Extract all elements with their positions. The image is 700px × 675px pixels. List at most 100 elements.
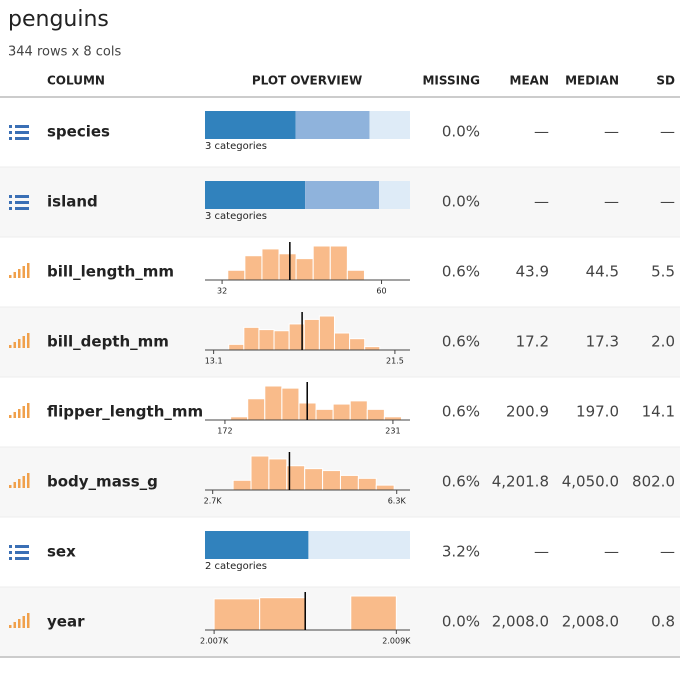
tick-label: 172 xyxy=(217,427,232,436)
column-name: sex xyxy=(47,543,76,561)
median-value: — xyxy=(604,123,619,141)
numeric-icon-bar xyxy=(9,485,12,488)
histogram-bar xyxy=(258,329,275,351)
numeric-icon-bar xyxy=(27,263,30,278)
numeric-icon-bar xyxy=(9,415,12,418)
sd-value: — xyxy=(660,543,675,561)
list-icon-dot xyxy=(9,201,12,204)
list-icon-dot xyxy=(9,137,12,140)
missing-value: 3.2% xyxy=(442,543,480,561)
tick-label: 32 xyxy=(217,287,227,296)
column-header: MEAN xyxy=(510,74,549,88)
histogram-bar xyxy=(213,598,261,631)
histogram-bar xyxy=(329,245,348,281)
sd-value: 2.0 xyxy=(651,333,675,351)
column-name: year xyxy=(47,613,85,631)
histogram-bar xyxy=(295,258,314,281)
tick-label: 21.5 xyxy=(386,357,404,366)
mean-value: — xyxy=(534,193,549,211)
list-icon-dot xyxy=(9,131,12,134)
category-bar xyxy=(379,181,410,209)
sd-value: 5.5 xyxy=(651,263,675,281)
median-value: — xyxy=(604,193,619,211)
column-name: bill_depth_mm xyxy=(47,333,169,351)
histogram-bar xyxy=(315,408,334,421)
histogram-bar xyxy=(304,468,324,491)
list-icon-line xyxy=(15,137,29,140)
list-icon-line xyxy=(15,545,29,548)
tick-label: 2.007K xyxy=(200,637,229,646)
histogram-bar xyxy=(243,326,260,351)
mean-value: 200.9 xyxy=(506,403,549,421)
histogram-bar xyxy=(322,470,341,491)
column-header: MEDIAN xyxy=(565,74,619,88)
histogram-bar xyxy=(364,346,381,351)
histogram-bar xyxy=(278,253,297,281)
missing-value: 0.6% xyxy=(442,263,480,281)
list-icon-dot xyxy=(9,557,12,560)
histogram-bar xyxy=(357,477,377,491)
histogram-bar xyxy=(350,595,397,631)
median-value: 4,050.0 xyxy=(562,473,619,491)
missing-value: 0.0% xyxy=(442,613,480,631)
numeric-icon-bar xyxy=(27,403,30,418)
median-value: 17.3 xyxy=(586,333,619,351)
numeric-icon-bar xyxy=(18,479,21,488)
histogram-bar xyxy=(332,403,351,421)
histogram-bar xyxy=(232,479,252,491)
sd-value: 0.8 xyxy=(651,613,675,631)
mean-value: 43.9 xyxy=(516,263,549,281)
sd-value: 802.0 xyxy=(632,473,675,491)
histogram-bar xyxy=(349,338,366,351)
numeric-icon-bar xyxy=(18,339,21,348)
tick-label: 2.009K xyxy=(382,637,411,646)
category-bar xyxy=(205,181,306,209)
median-value: 2,008.0 xyxy=(562,613,619,631)
mean-value: — xyxy=(534,123,549,141)
numeric-icon-bar xyxy=(22,406,25,418)
mean-value: 4,201.8 xyxy=(492,473,549,491)
histogram-bar xyxy=(346,269,365,281)
histogram-bar xyxy=(281,387,300,421)
category-count: 3 categories xyxy=(205,211,267,222)
title: penguins xyxy=(8,7,109,32)
missing-value: 0.6% xyxy=(442,473,480,491)
histogram-bar xyxy=(333,332,351,351)
column-name: bill_length_mm xyxy=(47,263,174,281)
histogram-bar xyxy=(259,597,306,631)
list-icon-line xyxy=(15,551,29,554)
sd-value: 14.1 xyxy=(642,403,675,421)
numeric-icon-bar xyxy=(18,409,21,418)
list-icon-dot xyxy=(9,195,12,198)
list-icon-line xyxy=(15,207,29,210)
category-count: 2 categories xyxy=(205,561,267,572)
column-header: COLUMN xyxy=(47,74,105,88)
histogram-bar xyxy=(318,315,335,351)
numeric-icon-bar xyxy=(13,412,16,418)
column-name: species xyxy=(47,123,110,141)
tick-label: 2.7K xyxy=(204,497,223,506)
numeric-icon-bar xyxy=(13,622,16,628)
missing-value: 0.0% xyxy=(442,193,480,211)
list-icon-line xyxy=(15,125,29,128)
list-icon-line xyxy=(15,201,29,204)
numeric-icon-bar xyxy=(22,476,25,488)
tick-label: 231 xyxy=(385,427,400,436)
category-bar xyxy=(205,111,296,139)
column-name: flipper_length_mm xyxy=(47,403,203,421)
column-header: PLOT OVERVIEW xyxy=(252,74,362,88)
numeric-icon-bar xyxy=(22,266,25,278)
numeric-icon-bar xyxy=(22,336,25,348)
category-bar xyxy=(308,531,410,559)
numeric-icon-bar xyxy=(9,345,12,348)
numeric-icon-bar xyxy=(13,342,16,348)
missing-value: 0.6% xyxy=(442,403,480,421)
numeric-icon-bar xyxy=(22,616,25,628)
column-name: island xyxy=(47,193,98,211)
missing-value: 0.0% xyxy=(442,123,480,141)
histogram-bar xyxy=(339,474,359,491)
numeric-icon-bar xyxy=(18,269,21,278)
category-bar xyxy=(295,111,370,139)
sd-value: — xyxy=(660,193,675,211)
